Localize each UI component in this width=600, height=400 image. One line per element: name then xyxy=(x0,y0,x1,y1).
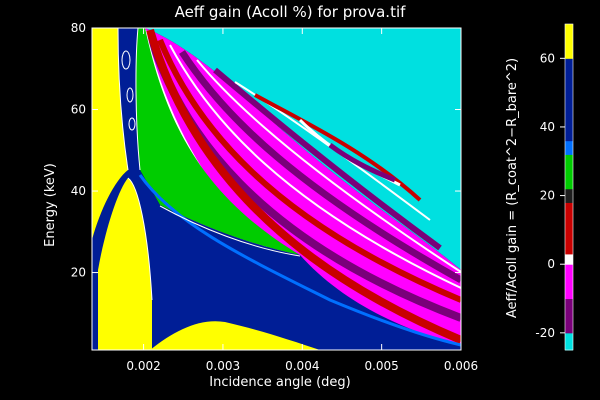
colorbar-band xyxy=(565,332,573,351)
colorbar-band xyxy=(565,154,573,190)
colorbar-tick-label: 0 xyxy=(547,257,555,271)
x-tick-label: 0.006 xyxy=(444,359,478,373)
heatmap-contour-light-blue xyxy=(138,174,461,347)
colorbar-band xyxy=(565,58,573,142)
colorbar-tick-label: 20 xyxy=(540,189,555,203)
heatmap-region-yellow-mound xyxy=(98,178,152,350)
y-axis-label: Energy (keV) xyxy=(43,163,58,247)
y-tick-label: 60 xyxy=(71,103,86,117)
colorbar xyxy=(565,24,573,351)
colorbar-frame xyxy=(564,23,574,351)
x-tick-label: 0.003 xyxy=(206,359,240,373)
y-tick-label: 20 xyxy=(71,266,86,280)
x-tick-label: 0.004 xyxy=(285,359,319,373)
colorbar-label: Aeff/Acoll gain = (R_coat^2−R_bare^2) xyxy=(505,58,520,318)
colorbar-band xyxy=(565,253,573,265)
x-tick-label: 0.002 xyxy=(126,359,160,373)
heatmap-plot-area xyxy=(92,28,461,350)
plot-frame xyxy=(91,27,462,351)
x-axis-ticks: 0.002 0.003 0.004 0.005 0.006 xyxy=(126,28,478,373)
y-tick-label: 80 xyxy=(71,21,86,35)
y-axis-ticks: 20 40 60 80 xyxy=(71,21,461,280)
colorbar-band xyxy=(565,140,573,155)
heatmap-contour-lines xyxy=(117,28,301,301)
heatmap-region-green xyxy=(135,28,300,255)
colorbar-tick-label: 60 xyxy=(540,51,555,65)
colorbar-band xyxy=(565,298,573,334)
colorbar-band xyxy=(565,264,573,300)
heatmap-region-cyan xyxy=(145,28,461,270)
colorbar-band xyxy=(565,202,573,255)
colorbar-tick-label: -20 xyxy=(535,326,555,340)
y-tick-label: 40 xyxy=(71,184,86,198)
colorbar-band xyxy=(565,24,573,59)
chart-title: Aeff gain (Acoll %) for prova.tif xyxy=(175,3,407,21)
x-tick-label: 0.005 xyxy=(364,359,398,373)
heatmap-region-yellow-lower xyxy=(150,321,320,350)
colorbar-band xyxy=(565,188,573,203)
colorbar-tick-label: 40 xyxy=(540,120,555,134)
colorbar-ticks: -20 0 20 40 60 xyxy=(535,51,565,340)
x-axis-label: Incidence angle (deg) xyxy=(209,375,350,390)
heatmap-region-blue xyxy=(92,28,461,350)
